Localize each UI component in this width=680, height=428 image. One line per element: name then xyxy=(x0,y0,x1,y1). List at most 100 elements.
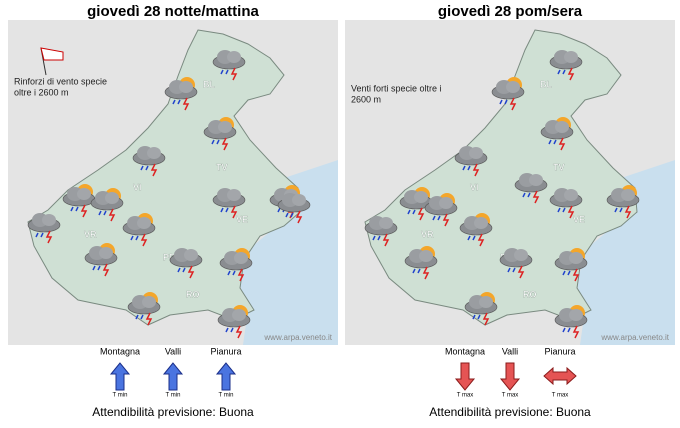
cloud-icon xyxy=(227,189,241,201)
cloud-icon xyxy=(292,194,306,206)
province-label: VI xyxy=(133,182,142,192)
rain-icon xyxy=(35,232,44,238)
lightning-icon xyxy=(567,67,575,81)
lightning-icon xyxy=(572,325,580,339)
wind-note: oltre i 2600 m xyxy=(14,87,69,97)
lightning-icon xyxy=(80,204,88,218)
cloud-icon xyxy=(564,189,578,201)
lightning-icon xyxy=(102,263,110,277)
lightning-icon xyxy=(108,208,116,222)
rain-icon xyxy=(407,209,416,215)
trend-label: T max xyxy=(552,393,569,399)
lightning-icon xyxy=(140,233,148,247)
lightning-icon xyxy=(477,233,485,247)
rain-icon xyxy=(472,314,481,320)
lightning-icon xyxy=(230,67,238,81)
province-label: VE xyxy=(573,214,585,224)
watermark: www.arpa.veneto.it xyxy=(263,333,332,342)
trend-label: T min xyxy=(113,393,128,399)
lightning-icon xyxy=(517,265,525,279)
cloud-icon xyxy=(564,51,578,63)
rain-icon xyxy=(70,206,79,212)
trend-arrow xyxy=(215,362,237,391)
lightning-icon xyxy=(417,207,425,221)
reliability: Attendibilità previsione: Buona xyxy=(92,405,254,419)
rain-icon xyxy=(220,207,229,213)
rain-icon xyxy=(177,267,186,273)
rain-icon xyxy=(557,207,566,213)
lightning-icon xyxy=(567,205,575,219)
lightning-icon xyxy=(624,205,632,219)
zone-label: Valli xyxy=(165,346,181,356)
lightning-icon xyxy=(187,265,195,279)
rain-icon xyxy=(562,327,571,333)
sea xyxy=(577,160,675,345)
rain-icon xyxy=(172,99,181,105)
cloud-icon xyxy=(147,147,161,159)
map: BLTVVIVEVRPDROVenti forti specie oltre i… xyxy=(345,20,675,345)
panel-title: giovedì 28 pom/sera xyxy=(438,3,583,20)
cloud-icon xyxy=(42,214,56,226)
lightning-icon xyxy=(45,230,53,244)
rain-icon xyxy=(557,69,566,75)
cloud-icon xyxy=(227,51,241,63)
lightning-icon xyxy=(472,163,480,177)
province-label: BL xyxy=(540,79,552,89)
rain-icon xyxy=(211,139,220,145)
rain-icon xyxy=(225,327,234,333)
cloud-icon xyxy=(142,296,156,308)
cloud-icon xyxy=(439,197,453,209)
lightning-icon xyxy=(221,137,229,151)
province-label: BL xyxy=(203,79,215,89)
rain-icon xyxy=(562,270,571,276)
rain-icon xyxy=(372,235,381,241)
forecast-panel: giovedì 28 notte/mattina BL TV VI VE VR PD RO Ri… xyxy=(8,3,338,419)
watermark: www.arpa.veneto.it xyxy=(600,333,669,342)
cloud-icon xyxy=(529,174,543,186)
rain-icon xyxy=(135,314,144,320)
cloud-icon xyxy=(474,217,488,229)
rain-icon xyxy=(507,267,516,273)
lightning-icon xyxy=(422,266,430,280)
cloud-icon xyxy=(514,249,528,261)
lightning-icon xyxy=(442,213,450,227)
rain-icon xyxy=(432,215,441,221)
cloud-icon xyxy=(179,81,193,93)
cloud-icon xyxy=(419,250,433,262)
lightning-icon xyxy=(145,312,153,326)
cloud-icon xyxy=(184,249,198,261)
lightning-icon xyxy=(558,137,566,151)
cloud-icon xyxy=(234,252,248,264)
cloud-icon xyxy=(569,252,583,264)
lightning-icon xyxy=(295,210,303,224)
rain-icon xyxy=(522,192,531,198)
windsock xyxy=(40,47,64,61)
zone-label: Montagna xyxy=(100,346,140,356)
cloud-icon xyxy=(506,81,520,93)
zone-label: Pianura xyxy=(210,346,241,356)
zone-label: Montagna xyxy=(445,346,485,356)
trend-arrow xyxy=(543,366,577,386)
zone-label: Valli xyxy=(502,346,518,356)
province-label: VR xyxy=(421,229,434,239)
cloud-icon xyxy=(77,188,91,200)
cloud-icon xyxy=(137,217,151,229)
lightning-icon xyxy=(532,190,540,204)
trend-label: T min xyxy=(219,393,234,399)
forecast-panel: giovedì 28 pom/seraBLTVVIVEVRPDROVenti f… xyxy=(345,3,675,419)
cloud-icon xyxy=(105,192,119,204)
lightning-icon xyxy=(382,233,390,247)
rain-icon xyxy=(98,210,107,216)
rain-icon xyxy=(227,270,236,276)
wind-note: 2600 m xyxy=(351,94,381,104)
province-label: RO xyxy=(186,289,200,299)
trend-arrow xyxy=(499,362,521,391)
cloud-icon xyxy=(469,147,483,159)
province-label: RO xyxy=(523,289,537,299)
province-label: TV xyxy=(553,162,565,172)
lightning-icon xyxy=(572,268,580,282)
rain-icon xyxy=(130,235,139,241)
province-label: TV xyxy=(216,162,228,172)
lightning-icon xyxy=(235,325,243,339)
